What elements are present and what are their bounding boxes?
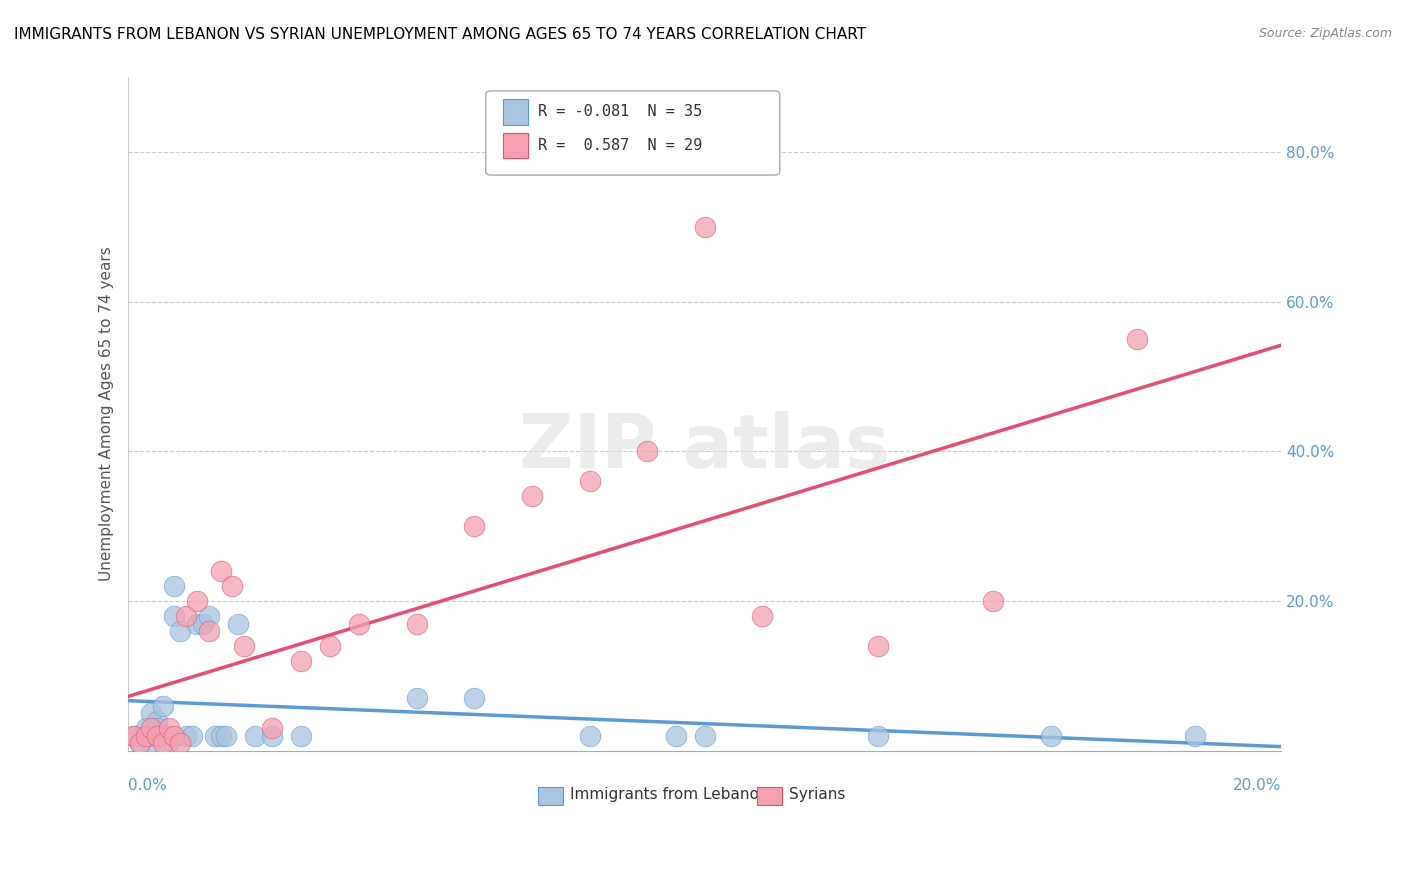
Point [135, 729, 157, 743]
Point [141, 706, 163, 721]
Point [751, 609, 773, 624]
Point [157, 721, 180, 735]
Point [186, 616, 208, 631]
Point [157, 729, 180, 743]
Point [405, 691, 427, 706]
Point [463, 519, 485, 533]
Point [157, 736, 180, 750]
FancyBboxPatch shape [485, 91, 780, 175]
Point [405, 616, 427, 631]
Point [319, 639, 342, 653]
Point [146, 729, 169, 743]
Point [146, 714, 169, 728]
Point [128, 736, 150, 750]
Point [226, 616, 249, 631]
Point [135, 721, 157, 735]
Point [243, 729, 266, 743]
Point [1184, 729, 1206, 743]
Point [290, 654, 312, 668]
Point [520, 489, 543, 503]
Point [578, 729, 600, 743]
Point [209, 729, 232, 743]
Point [146, 721, 169, 735]
Text: 0.0%: 0.0% [128, 778, 167, 793]
Text: IMMIGRANTS FROM LEBANON VS SYRIAN UNEMPLOYMENT AMONG AGES 65 TO 74 YEARS CORRELA: IMMIGRANTS FROM LEBANON VS SYRIAN UNEMPL… [14, 27, 866, 42]
Point [186, 594, 208, 608]
Point [152, 736, 174, 750]
Point [866, 729, 889, 743]
Point [122, 729, 145, 743]
Point [163, 729, 186, 743]
FancyBboxPatch shape [503, 133, 529, 158]
Text: R = -0.081  N = 35: R = -0.081 N = 35 [537, 104, 702, 120]
Point [866, 639, 889, 653]
FancyBboxPatch shape [503, 99, 529, 125]
Point [262, 729, 284, 743]
Point [141, 736, 163, 750]
Point [141, 721, 163, 735]
Point [232, 639, 254, 653]
Point [146, 729, 169, 743]
Point [204, 729, 226, 743]
Point [578, 475, 600, 489]
Point [169, 624, 191, 638]
Point [198, 609, 221, 624]
Point [290, 729, 312, 743]
Point [221, 579, 243, 593]
Text: 20.0%: 20.0% [1233, 778, 1281, 793]
Point [209, 564, 232, 578]
Point [122, 729, 145, 743]
FancyBboxPatch shape [756, 787, 782, 805]
Point [174, 609, 197, 624]
Text: Syrians: Syrians [789, 787, 845, 802]
Point [636, 444, 658, 458]
Point [128, 736, 150, 750]
Point [215, 729, 238, 743]
Point [135, 729, 157, 743]
Point [198, 624, 221, 638]
Text: R =  0.587  N = 29: R = 0.587 N = 29 [537, 138, 702, 153]
Text: Immigrants from Lebanon: Immigrants from Lebanon [569, 787, 769, 802]
Point [174, 729, 197, 743]
Point [693, 729, 716, 743]
Point [665, 729, 688, 743]
Point [1039, 729, 1062, 743]
Text: ZIP atlas: ZIP atlas [519, 411, 890, 484]
Point [1126, 332, 1149, 346]
Text: Source: ZipAtlas.com: Source: ZipAtlas.com [1258, 27, 1392, 40]
Point [180, 729, 202, 743]
Point [169, 736, 191, 750]
Point [163, 579, 186, 593]
FancyBboxPatch shape [537, 787, 562, 805]
Point [262, 721, 284, 735]
Y-axis label: Unemployment Among Ages 65 to 74 years: Unemployment Among Ages 65 to 74 years [100, 247, 114, 582]
Point [463, 691, 485, 706]
Point [163, 609, 186, 624]
Point [693, 220, 716, 235]
Point [193, 616, 215, 631]
Point [981, 594, 1004, 608]
Point [347, 616, 370, 631]
Point [152, 698, 174, 713]
